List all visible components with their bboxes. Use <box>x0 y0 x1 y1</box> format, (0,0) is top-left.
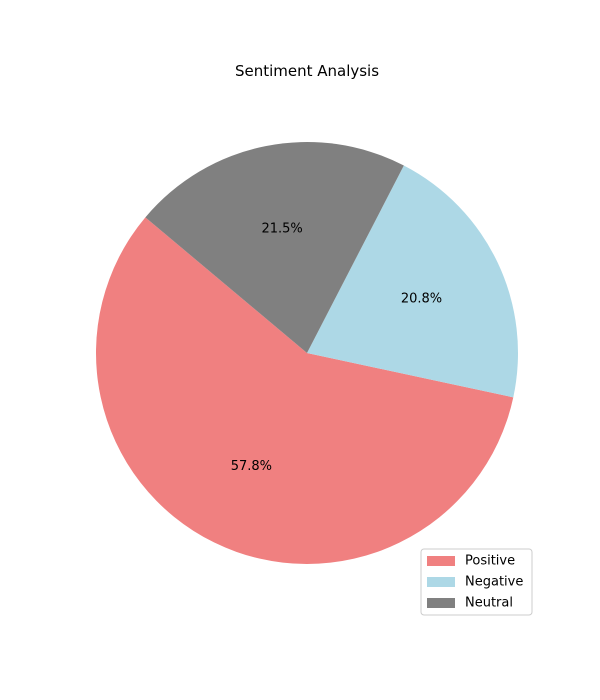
slice-labels: 57.8% 20.8% 21.5% <box>231 221 442 474</box>
slice-label-neutral: 21.5% <box>261 221 302 236</box>
legend-swatch-negative <box>427 577 455 587</box>
chart-title: Sentiment Analysis <box>235 62 379 80</box>
legend-label-positive: Positive <box>465 554 515 569</box>
legend: Positive Negative Neutral <box>420 548 533 616</box>
legend-swatch-neutral <box>427 598 455 608</box>
legend-label-negative: Negative <box>465 575 523 590</box>
pie-slices <box>96 141 518 564</box>
slice-label-negative: 20.8% <box>401 291 442 306</box>
pie-slice-positive <box>96 217 514 564</box>
slice-label-positive: 57.8% <box>231 459 272 474</box>
pie-slice-neutral <box>145 141 404 353</box>
legend-label-neutral: Neutral <box>465 596 513 611</box>
pie-slice-negative <box>307 165 518 398</box>
legend-swatch-positive <box>427 556 455 566</box>
legend-items: Positive Negative Neutral <box>427 554 523 611</box>
